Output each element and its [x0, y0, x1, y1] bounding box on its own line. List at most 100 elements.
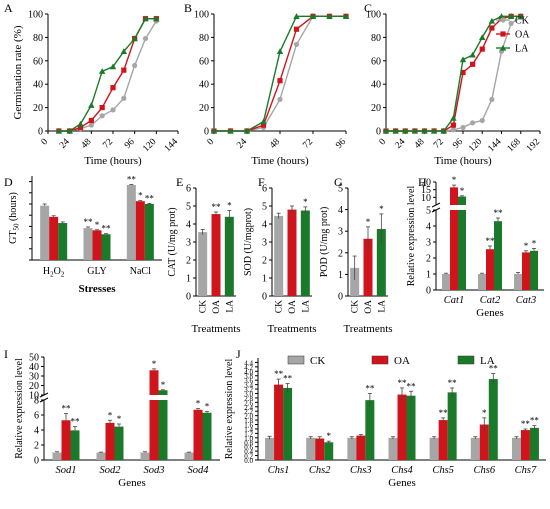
y-tick-label: 20: [29, 381, 39, 392]
data-point-CK: [479, 117, 485, 124]
data-point-LA: [293, 13, 300, 19]
legend-marker-LA: [499, 44, 507, 51]
bar-LA-upper: [458, 196, 466, 205]
category-label: Sod1: [56, 465, 77, 476]
y-tick-label: 5: [262, 202, 267, 213]
significance-marker: **: [494, 208, 504, 218]
data-point-CK: [293, 41, 300, 48]
category-label: Chs1: [268, 465, 290, 476]
category-label: Chs4: [391, 465, 413, 476]
y-tick-label: 4: [426, 222, 431, 233]
y-tick-label: 0.2: [244, 453, 253, 461]
data-point-OA: [77, 124, 84, 131]
series-line-OA: [58, 17, 157, 132]
data-point-LA: [507, 13, 515, 19]
y-tick-label: 0: [426, 286, 431, 297]
bar-CK: [511, 437, 521, 460]
y-tick-label: 8: [34, 396, 39, 407]
legend-label-CK: CK: [515, 16, 530, 27]
x-tick-label: 96: [334, 137, 348, 151]
y-tick-label: 1.8: [244, 417, 253, 425]
category-label: Chs3: [350, 465, 372, 476]
significance-marker: *: [95, 220, 100, 230]
y-tick-label: 3.2: [244, 386, 253, 394]
significance-marker: **: [407, 381, 417, 391]
y-tick-label: 50: [29, 353, 39, 364]
panel-label-I: I: [4, 347, 8, 361]
bar-CK: [429, 437, 439, 460]
bar-OA: [438, 420, 448, 460]
bar-OA: [287, 209, 297, 296]
x-axis-label: Genes: [118, 477, 146, 489]
bar-LA: [300, 210, 310, 296]
category-label: NaCl: [130, 266, 151, 277]
x-tick-label: 168: [506, 137, 523, 154]
bar-OA: [356, 435, 366, 460]
significance-marker: **: [145, 193, 155, 203]
y-tick-label: 2.2: [244, 408, 253, 416]
y-tick-label: 1.2: [244, 430, 253, 438]
bar-OA: [479, 424, 489, 460]
bar-OA: [211, 214, 221, 296]
bar-LA: [529, 427, 539, 460]
category-label: LA: [377, 300, 387, 313]
bar-LA: [458, 210, 466, 290]
x-tick-label: 24: [394, 137, 408, 151]
data-point-OA: [110, 85, 116, 91]
category-label: CK: [275, 300, 285, 313]
bar-LA-upper: [158, 390, 168, 395]
y-tick-label: 3: [426, 238, 431, 249]
bar-CK: [83, 228, 93, 260]
legend-label-LA: LA: [515, 44, 529, 55]
bar-LA: [224, 216, 234, 296]
category-label: OA: [364, 300, 374, 314]
y-tick-label: 1.4: [244, 426, 253, 434]
panel-B: B 0 20 40 60 80 100 0 24 48 72 96 Time (hours): [184, 1, 350, 167]
x-axis-label: Treatments: [343, 323, 392, 335]
bar-CK: [265, 437, 275, 460]
significance-marker: *: [152, 359, 157, 369]
data-point-LA: [276, 48, 284, 55]
data-point-OA: [121, 67, 127, 73]
y-tick-label: 5: [338, 184, 343, 195]
category-label: Chs6: [473, 465, 495, 476]
significance-marker: *: [460, 186, 465, 196]
bar-LA: [488, 379, 498, 460]
data-point-OA: [479, 46, 485, 52]
significance-marker: *: [161, 380, 166, 390]
panel-label-E: E: [176, 175, 183, 189]
bar-CK: [274, 215, 284, 296]
y-tick-label: 4: [186, 220, 191, 231]
x-tick-label: 144: [486, 137, 503, 154]
bar-OA: [274, 384, 284, 460]
data-point-CK: [132, 62, 138, 69]
significance-marker: **: [489, 364, 499, 374]
y-axis-label: CAT (U/mg prot): [167, 207, 178, 276]
significance-marker: *: [303, 197, 308, 207]
axis-break-mark: [431, 202, 441, 208]
category-label: GLY: [87, 266, 107, 277]
bar-CK: [350, 267, 360, 296]
y-tick-label: 0: [338, 292, 343, 303]
y-tick-label: 15: [421, 185, 431, 196]
x-tick-label: 72: [301, 137, 315, 151]
panel-J: J 0.00.20.40.60.81.01.21.41.61.82.02.22.4…: [224, 347, 546, 489]
y-tick-label: 2.8: [244, 395, 253, 403]
x-tick-label: 48: [268, 137, 282, 151]
bar-CK: [442, 274, 450, 290]
x-tick-label: 72: [101, 137, 115, 151]
y-axis-label: POD (U/mg prot): [319, 207, 330, 278]
data-point-LA: [153, 15, 160, 22]
significance-marker: *: [524, 241, 529, 251]
significance-marker: *: [326, 431, 331, 441]
data-point-LA: [517, 13, 524, 19]
data-point-LA: [430, 127, 438, 134]
y-tick-label: 0: [204, 127, 209, 138]
y-tick-label: 6: [262, 184, 267, 195]
legend-label-OA: OA: [394, 355, 410, 367]
y-tick-label: 20: [421, 178, 431, 189]
panel-label-B: B: [184, 1, 192, 15]
